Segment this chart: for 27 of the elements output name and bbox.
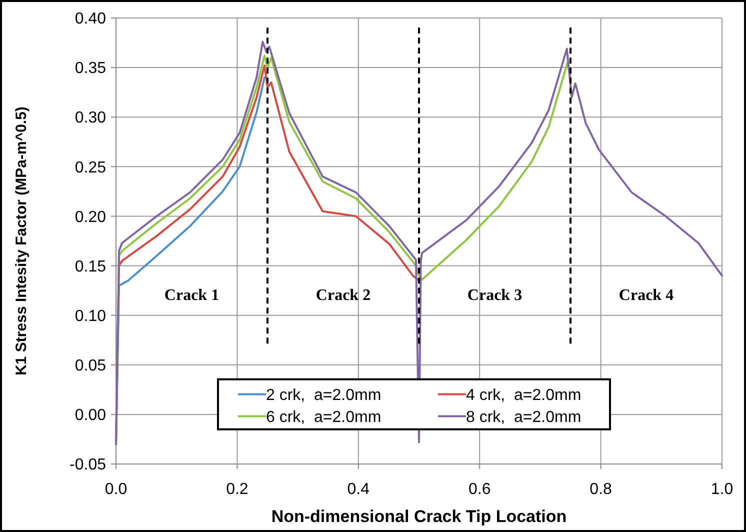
x-axis-title: Non-dimensional Crack Tip Location	[271, 507, 567, 526]
y-tick-label: 0.30	[74, 110, 106, 127]
line-series	[115, 40, 723, 446]
annotation: Crack 2	[316, 287, 371, 304]
y-tick-label: -0.05	[70, 456, 106, 474]
legend-label: 8 crk, a=2.0mm	[466, 408, 582, 426]
y-tick-label: 0.05	[74, 357, 106, 374]
x-tick-label: 0.6	[468, 481, 491, 498]
x-tick-label: 0.8	[590, 481, 612, 498]
y-tick-label: 0.40	[74, 10, 106, 28]
y-tick-label: 0.25	[74, 159, 106, 176]
x-tick-label: 0.2	[226, 481, 248, 498]
y-axis-title: K1 Stress Intesity Factor (MPa-m^0.5)	[13, 106, 30, 376]
y-tick-label: 0.15	[74, 258, 106, 276]
y-tick-label: 0.00	[74, 407, 106, 424]
y-tick-label: 0.35	[74, 60, 106, 78]
legend-label: 6 crk, a=2.0mm	[266, 408, 382, 426]
legend-label: 2 crk, a=2.0mm	[266, 386, 382, 404]
annotation: Crack 4	[618, 287, 674, 304]
x-tick-label: 0.0	[104, 481, 128, 498]
annotation: Crack 1	[164, 287, 220, 304]
y-tick-label: 0.10	[74, 308, 106, 325]
y-tick-label: 0.20	[74, 208, 106, 226]
x-tick-label: 1.0	[710, 481, 734, 498]
legend-label: 4 crk, a=2.0mm	[466, 386, 582, 404]
annotation: Crack 3	[467, 287, 522, 304]
x-tick-label: 0.4	[347, 481, 370, 498]
